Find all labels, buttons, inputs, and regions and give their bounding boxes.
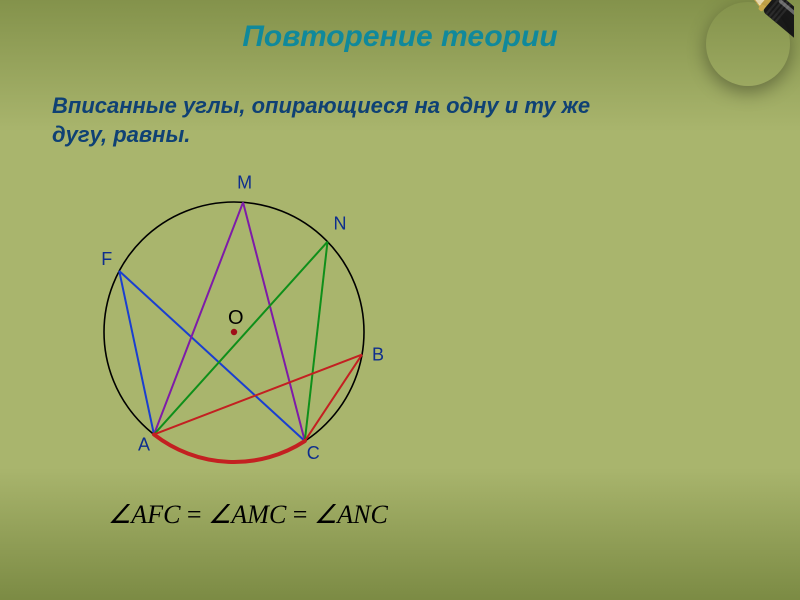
pen-shadow bbox=[706, 2, 790, 86]
title-text: Повторение теории bbox=[242, 20, 557, 53]
point-label-B: В bbox=[372, 345, 384, 365]
point-label-M: M bbox=[237, 172, 252, 192]
pen-icon bbox=[674, 0, 794, 106]
formula-part-0: ∠AFC bbox=[108, 500, 180, 529]
pen-svg bbox=[674, 0, 794, 106]
center-label: О bbox=[228, 307, 244, 329]
point-label-C: C bbox=[307, 443, 320, 463]
formula-part-3: = bbox=[286, 500, 314, 529]
diagram-svg: О A C В N M F bbox=[74, 152, 394, 492]
formula: ∠AFC = ∠AMC = ∠ANC bbox=[108, 500, 388, 530]
page-title: Повторение теории bbox=[242, 20, 557, 54]
point-label-F: F bbox=[101, 249, 112, 269]
formula-part-4: ∠ANC bbox=[314, 500, 388, 529]
diagram: О A C В N M F bbox=[74, 152, 394, 492]
point-label-A: A bbox=[138, 434, 150, 454]
formula-part-2: ∠AMC bbox=[208, 500, 286, 529]
point-label-N: N bbox=[334, 214, 347, 234]
theorem-text: Вписанные углы, опирающиеся на одну и ту… bbox=[52, 92, 612, 149]
theorem-content: Вписанные углы, опирающиеся на одну и ту… bbox=[52, 93, 590, 147]
slide-root: Повторение теории Вписанные углы, опираю… bbox=[0, 0, 800, 600]
formula-part-1: = bbox=[180, 500, 208, 529]
